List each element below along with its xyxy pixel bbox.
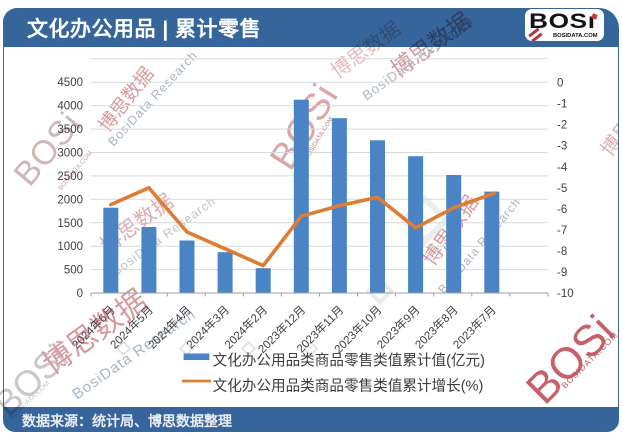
svg-text:4000: 4000 xyxy=(57,101,83,113)
svg-text:-5: -5 xyxy=(557,183,567,195)
svg-text:0: 0 xyxy=(77,288,83,300)
svg-text:0: 0 xyxy=(557,78,563,90)
svg-text:文化办公用品类商品零售类值累计值(亿元): 文化办公用品类商品零售类值累计值(亿元) xyxy=(213,352,485,369)
svg-text:-1: -1 xyxy=(557,99,567,111)
svg-text:-8: -8 xyxy=(557,246,567,258)
svg-text:4500: 4500 xyxy=(57,77,83,89)
svg-text:2500: 2500 xyxy=(57,171,83,183)
svg-text:文化办公用品类商品零售类值累计增长(%): 文化办公用品类商品零售类值累计增长(%) xyxy=(213,378,484,395)
svg-text:-7: -7 xyxy=(557,225,567,237)
svg-text:-4: -4 xyxy=(557,162,568,174)
svg-text:-10: -10 xyxy=(557,288,574,300)
svg-text:500: 500 xyxy=(64,265,83,277)
svg-text:3000: 3000 xyxy=(57,148,83,160)
svg-text:1000: 1000 xyxy=(57,241,83,253)
svg-text:-3: -3 xyxy=(557,141,567,153)
svg-text:-9: -9 xyxy=(557,267,567,279)
svg-text:-2: -2 xyxy=(557,120,567,132)
svg-text:2000: 2000 xyxy=(57,194,83,206)
svg-text:-6: -6 xyxy=(557,204,567,216)
svg-text:3500: 3500 xyxy=(57,124,83,136)
svg-text:1500: 1500 xyxy=(57,218,83,230)
